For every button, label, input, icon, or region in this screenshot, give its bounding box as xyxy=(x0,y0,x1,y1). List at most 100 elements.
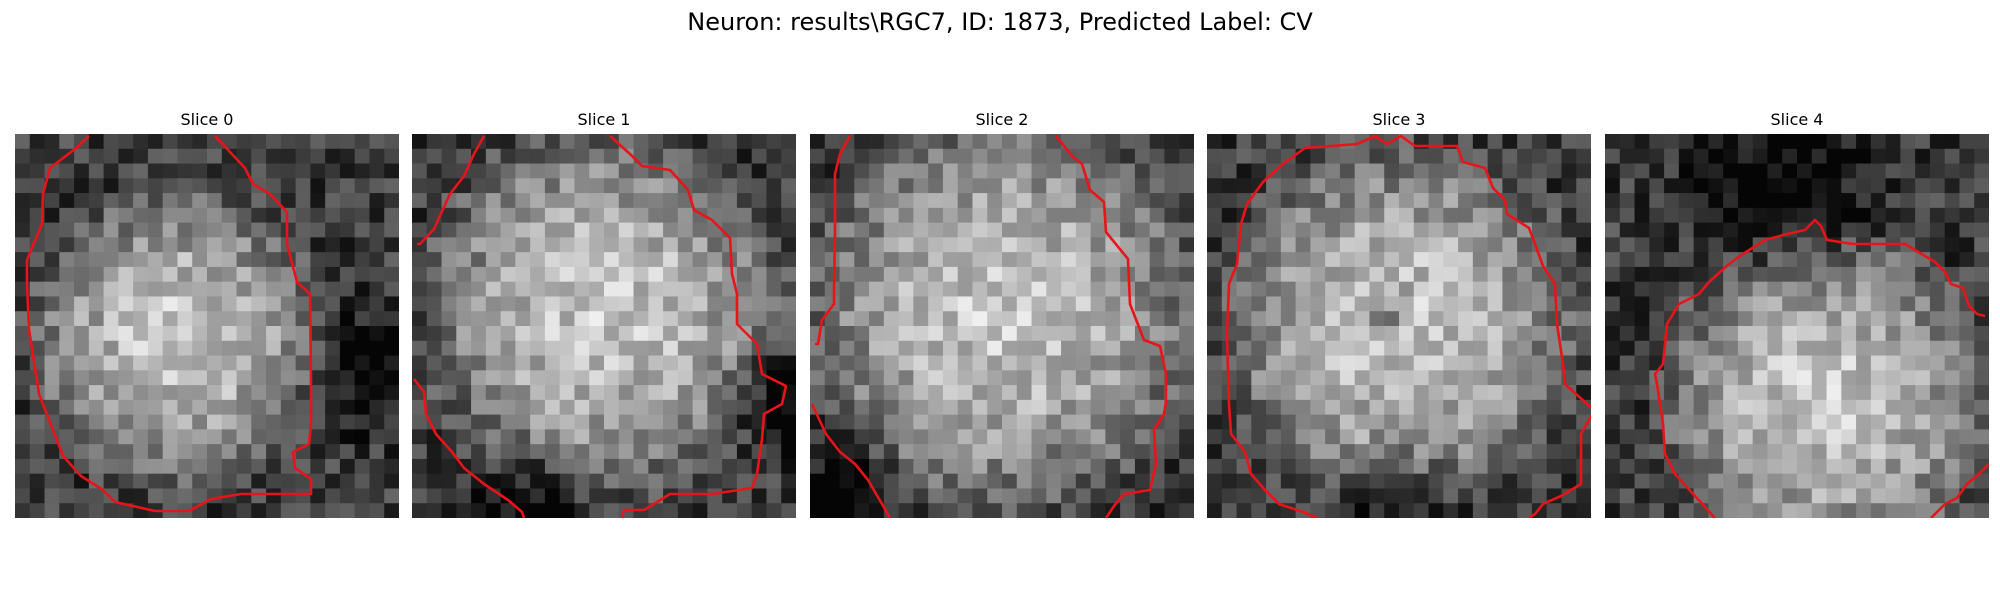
pixel-cell xyxy=(1325,207,1341,224)
pixel-cell xyxy=(530,266,546,283)
pixel-cell xyxy=(207,266,223,283)
pixel-cell xyxy=(1016,207,1033,224)
pixel-cell xyxy=(1944,503,1960,518)
pixel-cell xyxy=(1944,296,1960,312)
pixel-cell xyxy=(1487,473,1503,489)
pixel-cell xyxy=(1915,266,1931,283)
pixel-cell xyxy=(1428,281,1444,297)
pixel-cell xyxy=(162,429,178,445)
pixel-cell xyxy=(1384,163,1400,179)
pixel-cell xyxy=(1310,355,1326,371)
pixel-cell xyxy=(1266,414,1282,430)
pixel-cell xyxy=(103,296,119,312)
pixel-cell xyxy=(1016,473,1033,489)
pixel-cell xyxy=(1458,488,1474,504)
pixel-cell xyxy=(221,178,238,194)
pixel-cell xyxy=(1929,399,1946,416)
pixel-cell xyxy=(1031,488,1047,504)
pixel-cell xyxy=(310,429,326,445)
pixel-cell xyxy=(559,458,575,475)
pixel-cell xyxy=(1354,326,1370,342)
pixel-cell xyxy=(751,163,767,179)
pixel-cell xyxy=(1105,399,1121,416)
pixel-cell xyxy=(1105,134,1121,150)
pixel-cell xyxy=(1105,458,1121,475)
pixel-cell xyxy=(1649,193,1665,209)
pixel-cell xyxy=(515,458,531,475)
pixel-cell xyxy=(1207,370,1223,386)
pixel-cell xyxy=(29,458,46,475)
pixel-cell xyxy=(1664,326,1680,342)
pixel-cell xyxy=(1576,178,1591,194)
pixel-cell xyxy=(1974,473,1989,489)
pixel-cell xyxy=(1280,399,1297,416)
pixel-cell xyxy=(1090,488,1106,504)
pixel-cell xyxy=(1325,370,1341,386)
pixel-cell xyxy=(1841,178,1857,194)
pixel-cell xyxy=(677,326,694,342)
pixel-cell xyxy=(1634,178,1650,194)
pixel-cell xyxy=(633,148,649,165)
pixel-cell xyxy=(869,355,885,371)
pixel-cell xyxy=(854,458,870,475)
pixel-cell xyxy=(1944,134,1960,150)
pixel-cell xyxy=(972,148,988,165)
pixel-cell xyxy=(839,326,855,342)
pixel-cell xyxy=(310,399,326,416)
pixel-cell xyxy=(1737,385,1754,401)
pixel-cell xyxy=(1295,340,1311,357)
pixel-cell xyxy=(1413,237,1430,253)
pixel-cell xyxy=(1678,444,1695,460)
pixel-cell xyxy=(103,444,119,460)
pixel-cell xyxy=(1546,414,1562,430)
pixel-cell xyxy=(162,311,178,327)
pixel-cell xyxy=(1384,311,1400,327)
pixel-cell xyxy=(1576,414,1591,430)
pixel-cell xyxy=(1310,178,1326,194)
pixel-cell xyxy=(648,281,664,297)
pixel-cell xyxy=(1325,488,1341,504)
pixel-cell xyxy=(1502,163,1518,179)
pixel-cell xyxy=(1295,178,1311,194)
pixel-cell xyxy=(1399,266,1415,283)
pixel-cell xyxy=(426,252,443,268)
pixel-cell xyxy=(1310,444,1326,460)
pixel-cell xyxy=(1295,222,1311,238)
pixel-cell xyxy=(88,311,105,327)
pixel-cell xyxy=(384,207,399,224)
pixel-cell xyxy=(207,252,223,268)
pixel-cell xyxy=(633,429,649,445)
pixel-cell xyxy=(781,503,796,518)
pixel-cell xyxy=(530,444,546,460)
pixel-cell xyxy=(1266,340,1282,357)
segmentation-contour-2c xyxy=(810,403,892,518)
pixel-cell xyxy=(544,340,561,357)
pixel-cell xyxy=(236,399,252,416)
pixel-cell xyxy=(1458,340,1474,357)
pixel-cell xyxy=(987,503,1003,518)
pixel-cell xyxy=(339,503,356,518)
pixel-cell xyxy=(339,458,356,475)
pixel-cell xyxy=(559,399,575,416)
pixel-cell xyxy=(1752,414,1768,430)
pixel-cell xyxy=(1325,503,1341,518)
pixel-cell xyxy=(766,178,782,194)
pixel-cell xyxy=(722,178,738,194)
pixel-cell xyxy=(1266,266,1282,283)
segmentation-contour-3 xyxy=(1225,146,1318,518)
pixel-cell xyxy=(1413,281,1430,297)
pixel-cell xyxy=(1031,311,1047,327)
pixel-cell xyxy=(913,503,929,518)
pixel-cell xyxy=(1443,355,1459,371)
pixel-cell xyxy=(736,252,753,268)
pixel-cell xyxy=(1354,193,1370,209)
pixel-cell xyxy=(118,385,134,401)
pixel-cell xyxy=(766,222,782,238)
pixel-cell xyxy=(1767,237,1783,253)
pixel-cell xyxy=(1619,281,1636,297)
pixel-cell xyxy=(810,281,826,297)
pixel-cell xyxy=(648,326,664,342)
pixel-cell xyxy=(1752,193,1768,209)
pixel-cell xyxy=(74,370,90,386)
pixel-cell xyxy=(1737,222,1754,238)
